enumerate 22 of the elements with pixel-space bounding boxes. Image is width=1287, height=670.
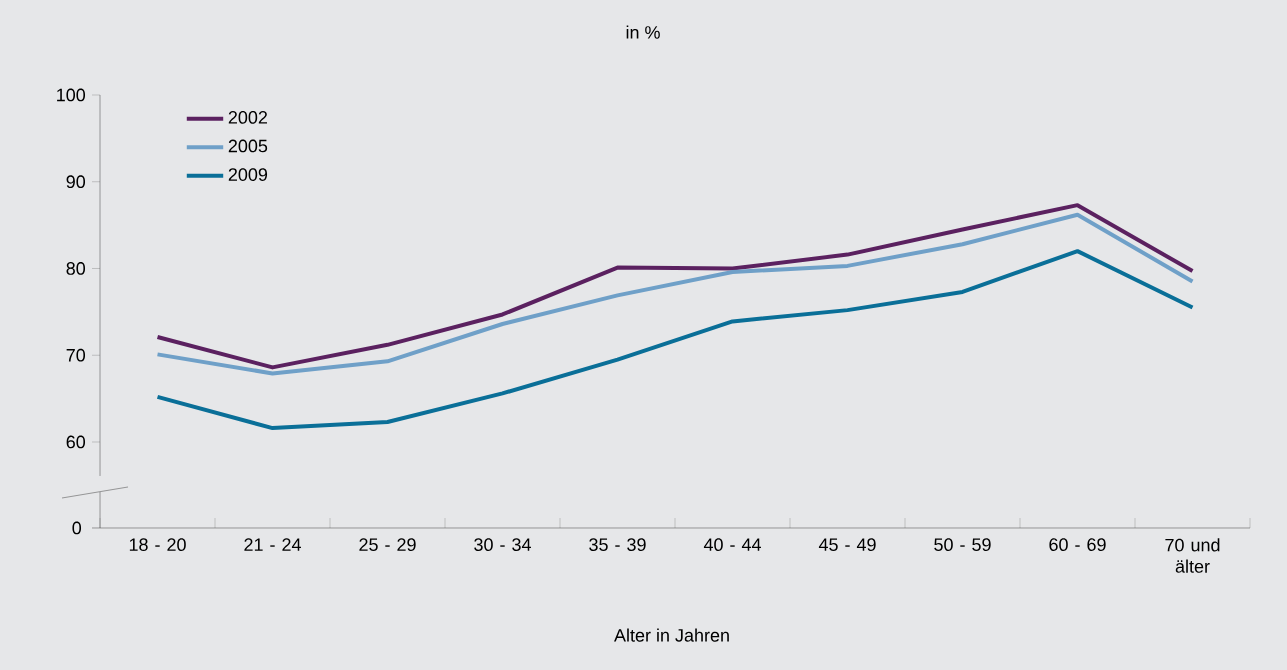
x-tick-label: 30 - 34 [474, 538, 531, 551]
x-tick-label: 35 - 39 [589, 538, 646, 551]
x-tick-label: 18 - 20 [129, 538, 186, 551]
x-tick-label: 60 - 69 [1049, 538, 1106, 551]
x-tick-label: 21 - 24 [244, 538, 301, 551]
x-tick-label: 50 - 59 [934, 538, 991, 551]
legend-label: 2002 [228, 111, 268, 124]
y-tick-label: 70 [66, 348, 86, 362]
x-tick-label: 45 - 49 [818, 538, 876, 551]
legend-label: 2005 [228, 139, 268, 153]
y-tick-label: 90 [66, 175, 86, 189]
x-axis-title: Alter in Jahren [614, 628, 729, 642]
line-series [155, 249, 1195, 431]
y-tick-label: 80 [66, 262, 86, 275]
y-tick-label: 60 [66, 435, 86, 449]
x-tick-label: 25 - 29 [359, 538, 416, 551]
text: 0 [72, 521, 82, 535]
x-tick-label: 40 - 44 [703, 538, 761, 551]
legend-label: 2009 [228, 168, 268, 181]
x-tick-label: 70 und älter [1165, 538, 1220, 573]
chart-title: in % [626, 25, 660, 39]
y-tick-label: 100 [57, 88, 86, 102]
